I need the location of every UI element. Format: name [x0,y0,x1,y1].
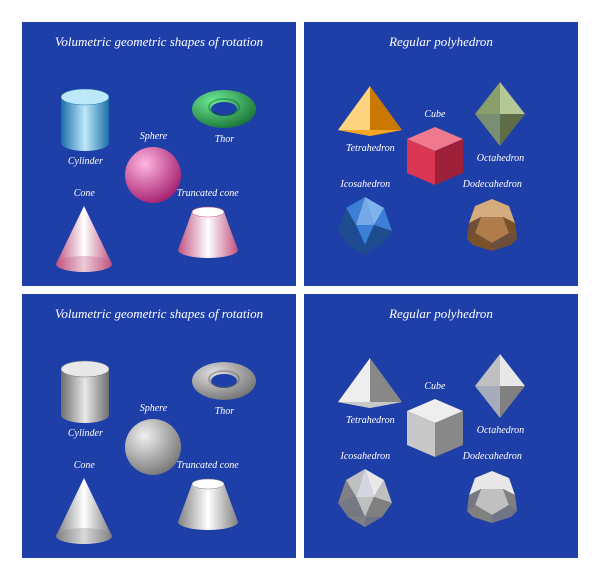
truncated-cone-label: Truncated cone [177,460,239,471]
panel-rotation-color: Volumetric geometric shapes of rotation … [22,22,296,286]
panel-title: Volumetric geometric shapes of rotation [32,34,286,50]
panel-title: Regular polyhedron [314,34,568,50]
cube-label: Cube [424,381,445,392]
cube-shape: Cube [403,109,467,189]
tetrahedron-label: Tetrahedron [346,415,395,426]
torus-label: Thor [215,134,234,145]
torus-shape: Thor [189,87,259,145]
truncated-cone-label: Truncated cone [177,188,239,199]
octahedron-shape: Octahedron [471,350,529,436]
octahedron-shape: Octahedron [471,78,529,164]
torus-label: Thor [215,406,234,417]
cube-label: Cube [424,109,445,120]
tetrahedron-shape: Tetrahedron [334,82,406,154]
tetrahedron-label: Tetrahedron [346,143,395,154]
icosahedron-shape: Icosahedron [334,451,396,529]
cone-label: Cone [74,188,95,199]
truncated-cone-shape: Truncated cone [172,188,244,260]
cone-label: Cone [74,460,95,471]
cone-shape: Cone [52,460,116,546]
dodecahedron-shape: Dodecahedron [461,179,523,255]
sphere-label: Sphere [140,403,167,414]
octahedron-label: Octahedron [477,153,524,164]
panel-title: Regular polyhedron [314,306,568,322]
icosahedron-label: Icosahedron [341,451,391,462]
stage: Tetrahedron Octahedron Cube Icosahedron … [314,56,568,276]
dodecahedron-label: Dodecahedron [463,451,522,462]
octahedron-label: Octahedron [477,425,524,436]
cylinder-shape: Cylinder [57,87,113,167]
cylinder-label: Cylinder [68,156,103,167]
stage: Cylinder Thor Sphere Cone Truncated cone [32,56,286,276]
cylinder-label: Cylinder [68,428,103,439]
panel-title: Volumetric geometric shapes of rotation [32,306,286,322]
panel-polyhedra-gray: Regular polyhedron Tetrahedron Octahedro… [304,294,578,558]
dodecahedron-label: Dodecahedron [463,179,522,190]
icosahedron-label: Icosahedron [341,179,391,190]
panel-polyhedra-color: Regular polyhedron Tetrahedron Octahedro… [304,22,578,286]
tetrahedron-shape: Tetrahedron [334,354,406,426]
stage: Cylinder Thor Sphere Cone Truncated cone [32,328,286,548]
icosahedron-shape: Icosahedron [334,179,396,257]
panel-rotation-gray: Volumetric geometric shapes of rotation … [22,294,296,558]
sphere-label: Sphere [140,131,167,142]
cylinder-shape: Cylinder [57,359,113,439]
cube-shape: Cube [403,381,467,461]
cone-shape: Cone [52,188,116,274]
dodecahedron-shape: Dodecahedron [461,451,523,527]
stage: Tetrahedron Octahedron Cube Icosahedron … [314,328,568,548]
torus-shape: Thor [189,359,259,417]
truncated-cone-shape: Truncated cone [172,460,244,532]
